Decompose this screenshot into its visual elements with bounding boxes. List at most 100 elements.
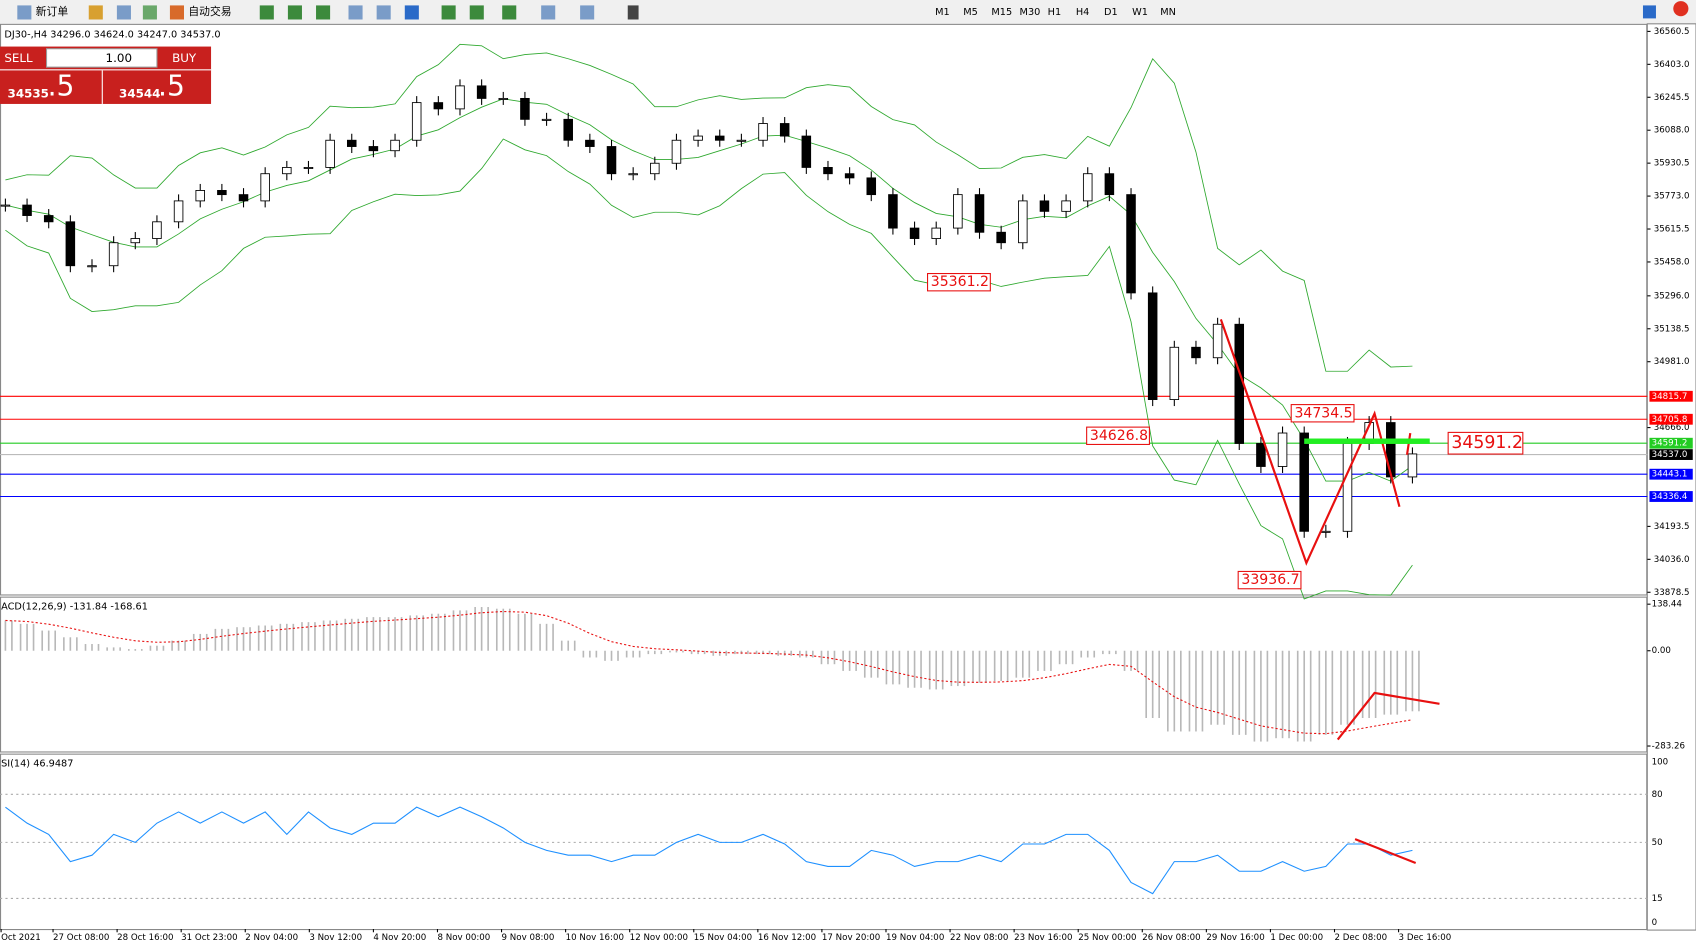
candle bbox=[736, 139, 747, 142]
time-tick-label: 27 Oct 08:00 bbox=[53, 933, 109, 942]
price-annotation-box bbox=[927, 272, 991, 292]
timeframe-button[interactable]: M5 bbox=[963, 7, 978, 18]
candle bbox=[1299, 432, 1309, 532]
icon[interactable] bbox=[541, 5, 556, 20]
auto-trade-icon[interactable] bbox=[169, 5, 184, 20]
lot-value[interactable]: 1.00 bbox=[106, 51, 132, 65]
time-tick-label: Oct 2021 bbox=[1, 933, 41, 942]
time-tick-label: 3 Nov 12:00 bbox=[309, 933, 362, 942]
price-tick-label: 35615.5 bbox=[1654, 225, 1690, 235]
icon[interactable] bbox=[88, 5, 103, 20]
bollinger-band bbox=[5, 43, 1413, 372]
price-annotation: 34591.2 bbox=[1451, 433, 1523, 453]
price-level-box bbox=[1649, 413, 1693, 425]
candle bbox=[650, 162, 660, 175]
candle bbox=[974, 194, 985, 233]
buy-price-fraction[interactable]: .5 bbox=[158, 70, 185, 103]
buy-price[interactable]: 34544 bbox=[119, 87, 160, 101]
time-tick-label: 16 Nov 12:00 bbox=[758, 933, 816, 942]
icon[interactable] bbox=[627, 5, 639, 20]
candle bbox=[1234, 323, 1245, 444]
price-level-box bbox=[1649, 390, 1693, 402]
search-icon[interactable] bbox=[1642, 5, 1656, 19]
new-order-icon[interactable] bbox=[17, 5, 32, 20]
last-price-label: 34537.0 bbox=[1652, 450, 1688, 460]
price-annotation-box bbox=[1447, 431, 1524, 455]
sell-price-fraction[interactable]: .5 bbox=[48, 70, 75, 103]
toolbar-button[interactable]: 新订单 bbox=[36, 4, 69, 18]
candle bbox=[671, 139, 682, 164]
time-tick-label: 28 Oct 16:00 bbox=[117, 933, 173, 942]
candle bbox=[1321, 530, 1331, 533]
icon[interactable] bbox=[502, 5, 517, 20]
price-tick-label: 35296.0 bbox=[1654, 291, 1690, 301]
candle bbox=[238, 194, 249, 202]
time-tick-label: 31 Oct 23:00 bbox=[181, 933, 237, 942]
buy-button[interactable]: BUY bbox=[172, 51, 197, 65]
candle bbox=[1126, 194, 1136, 294]
trend-arrow bbox=[1219, 319, 1401, 566]
candle bbox=[282, 167, 292, 175]
candle bbox=[346, 139, 357, 147]
sell-price[interactable]: 34535 bbox=[8, 87, 49, 101]
price-tick-label: 35458.0 bbox=[1654, 257, 1690, 267]
candle bbox=[953, 194, 963, 229]
candle bbox=[1018, 200, 1028, 244]
candle bbox=[1407, 453, 1418, 478]
icon[interactable] bbox=[348, 5, 363, 20]
candle bbox=[1342, 443, 1353, 532]
timeframe-button[interactable]: D1 bbox=[1104, 7, 1118, 18]
rsi-tick-label: 50 bbox=[1652, 838, 1663, 848]
candle bbox=[844, 173, 855, 179]
timeframe-button[interactable]: M15 bbox=[991, 7, 1012, 18]
icon[interactable] bbox=[116, 5, 131, 20]
candle bbox=[693, 135, 703, 141]
candle bbox=[1061, 200, 1071, 212]
candle bbox=[1191, 346, 1201, 359]
lot-field[interactable] bbox=[45, 48, 158, 68]
candle bbox=[1169, 346, 1180, 400]
candle bbox=[195, 190, 205, 202]
price-annotation-box bbox=[1237, 570, 1302, 590]
icon[interactable] bbox=[142, 5, 157, 20]
icon[interactable] bbox=[404, 5, 419, 20]
icon[interactable] bbox=[316, 5, 331, 20]
price-tick-label: 34036.0 bbox=[1654, 555, 1690, 565]
toolbar-button[interactable]: 自动交易 bbox=[188, 4, 231, 18]
time-tick-label: 2 Dec 08:00 bbox=[1335, 933, 1388, 942]
candle bbox=[628, 173, 638, 176]
candle bbox=[888, 194, 898, 229]
candle bbox=[909, 227, 920, 239]
candle bbox=[585, 139, 595, 147]
price-tick-label: 35930.5 bbox=[1654, 159, 1690, 169]
candle bbox=[65, 221, 76, 267]
timeframe-button[interactable]: H4 bbox=[1076, 7, 1090, 18]
timeframe-button[interactable]: MN bbox=[1160, 7, 1176, 18]
rsi-header: SI(14) 46.9487 bbox=[1, 758, 73, 769]
candle bbox=[1386, 422, 1396, 478]
candle bbox=[1104, 173, 1115, 196]
icon[interactable] bbox=[441, 5, 456, 20]
icon[interactable] bbox=[580, 5, 595, 20]
price-tick-label: 34193.5 bbox=[1654, 522, 1690, 532]
price-annotation-box bbox=[1086, 426, 1150, 445]
icon[interactable] bbox=[376, 5, 391, 20]
timeframe-button[interactable]: H1 bbox=[1048, 7, 1062, 18]
sell-button[interactable]: SELL bbox=[4, 51, 33, 65]
time-tick-label: 25 Nov 00:00 bbox=[1078, 933, 1136, 942]
candle bbox=[476, 85, 487, 99]
icon[interactable] bbox=[287, 5, 302, 20]
icon[interactable] bbox=[469, 5, 484, 20]
timeframe-button[interactable]: M30 bbox=[1020, 7, 1041, 18]
icon[interactable] bbox=[259, 5, 274, 20]
price-level-label: 34815.7 bbox=[1652, 392, 1688, 402]
price-level-label: 34443.1 bbox=[1652, 470, 1688, 480]
chart-header: DJ30-,H4 34296.0 34624.0 34247.0 34537.0 bbox=[4, 30, 220, 41]
time-tick-label: 19 Nov 04:00 bbox=[886, 933, 944, 942]
price-tick-label: 35138.5 bbox=[1654, 324, 1690, 334]
candle bbox=[1212, 323, 1223, 359]
timeframe-button[interactable]: M1 bbox=[935, 7, 950, 18]
rsi-tick-label: 80 bbox=[1652, 790, 1663, 800]
candle bbox=[368, 146, 379, 152]
timeframe-button[interactable]: W1 bbox=[1132, 7, 1148, 18]
